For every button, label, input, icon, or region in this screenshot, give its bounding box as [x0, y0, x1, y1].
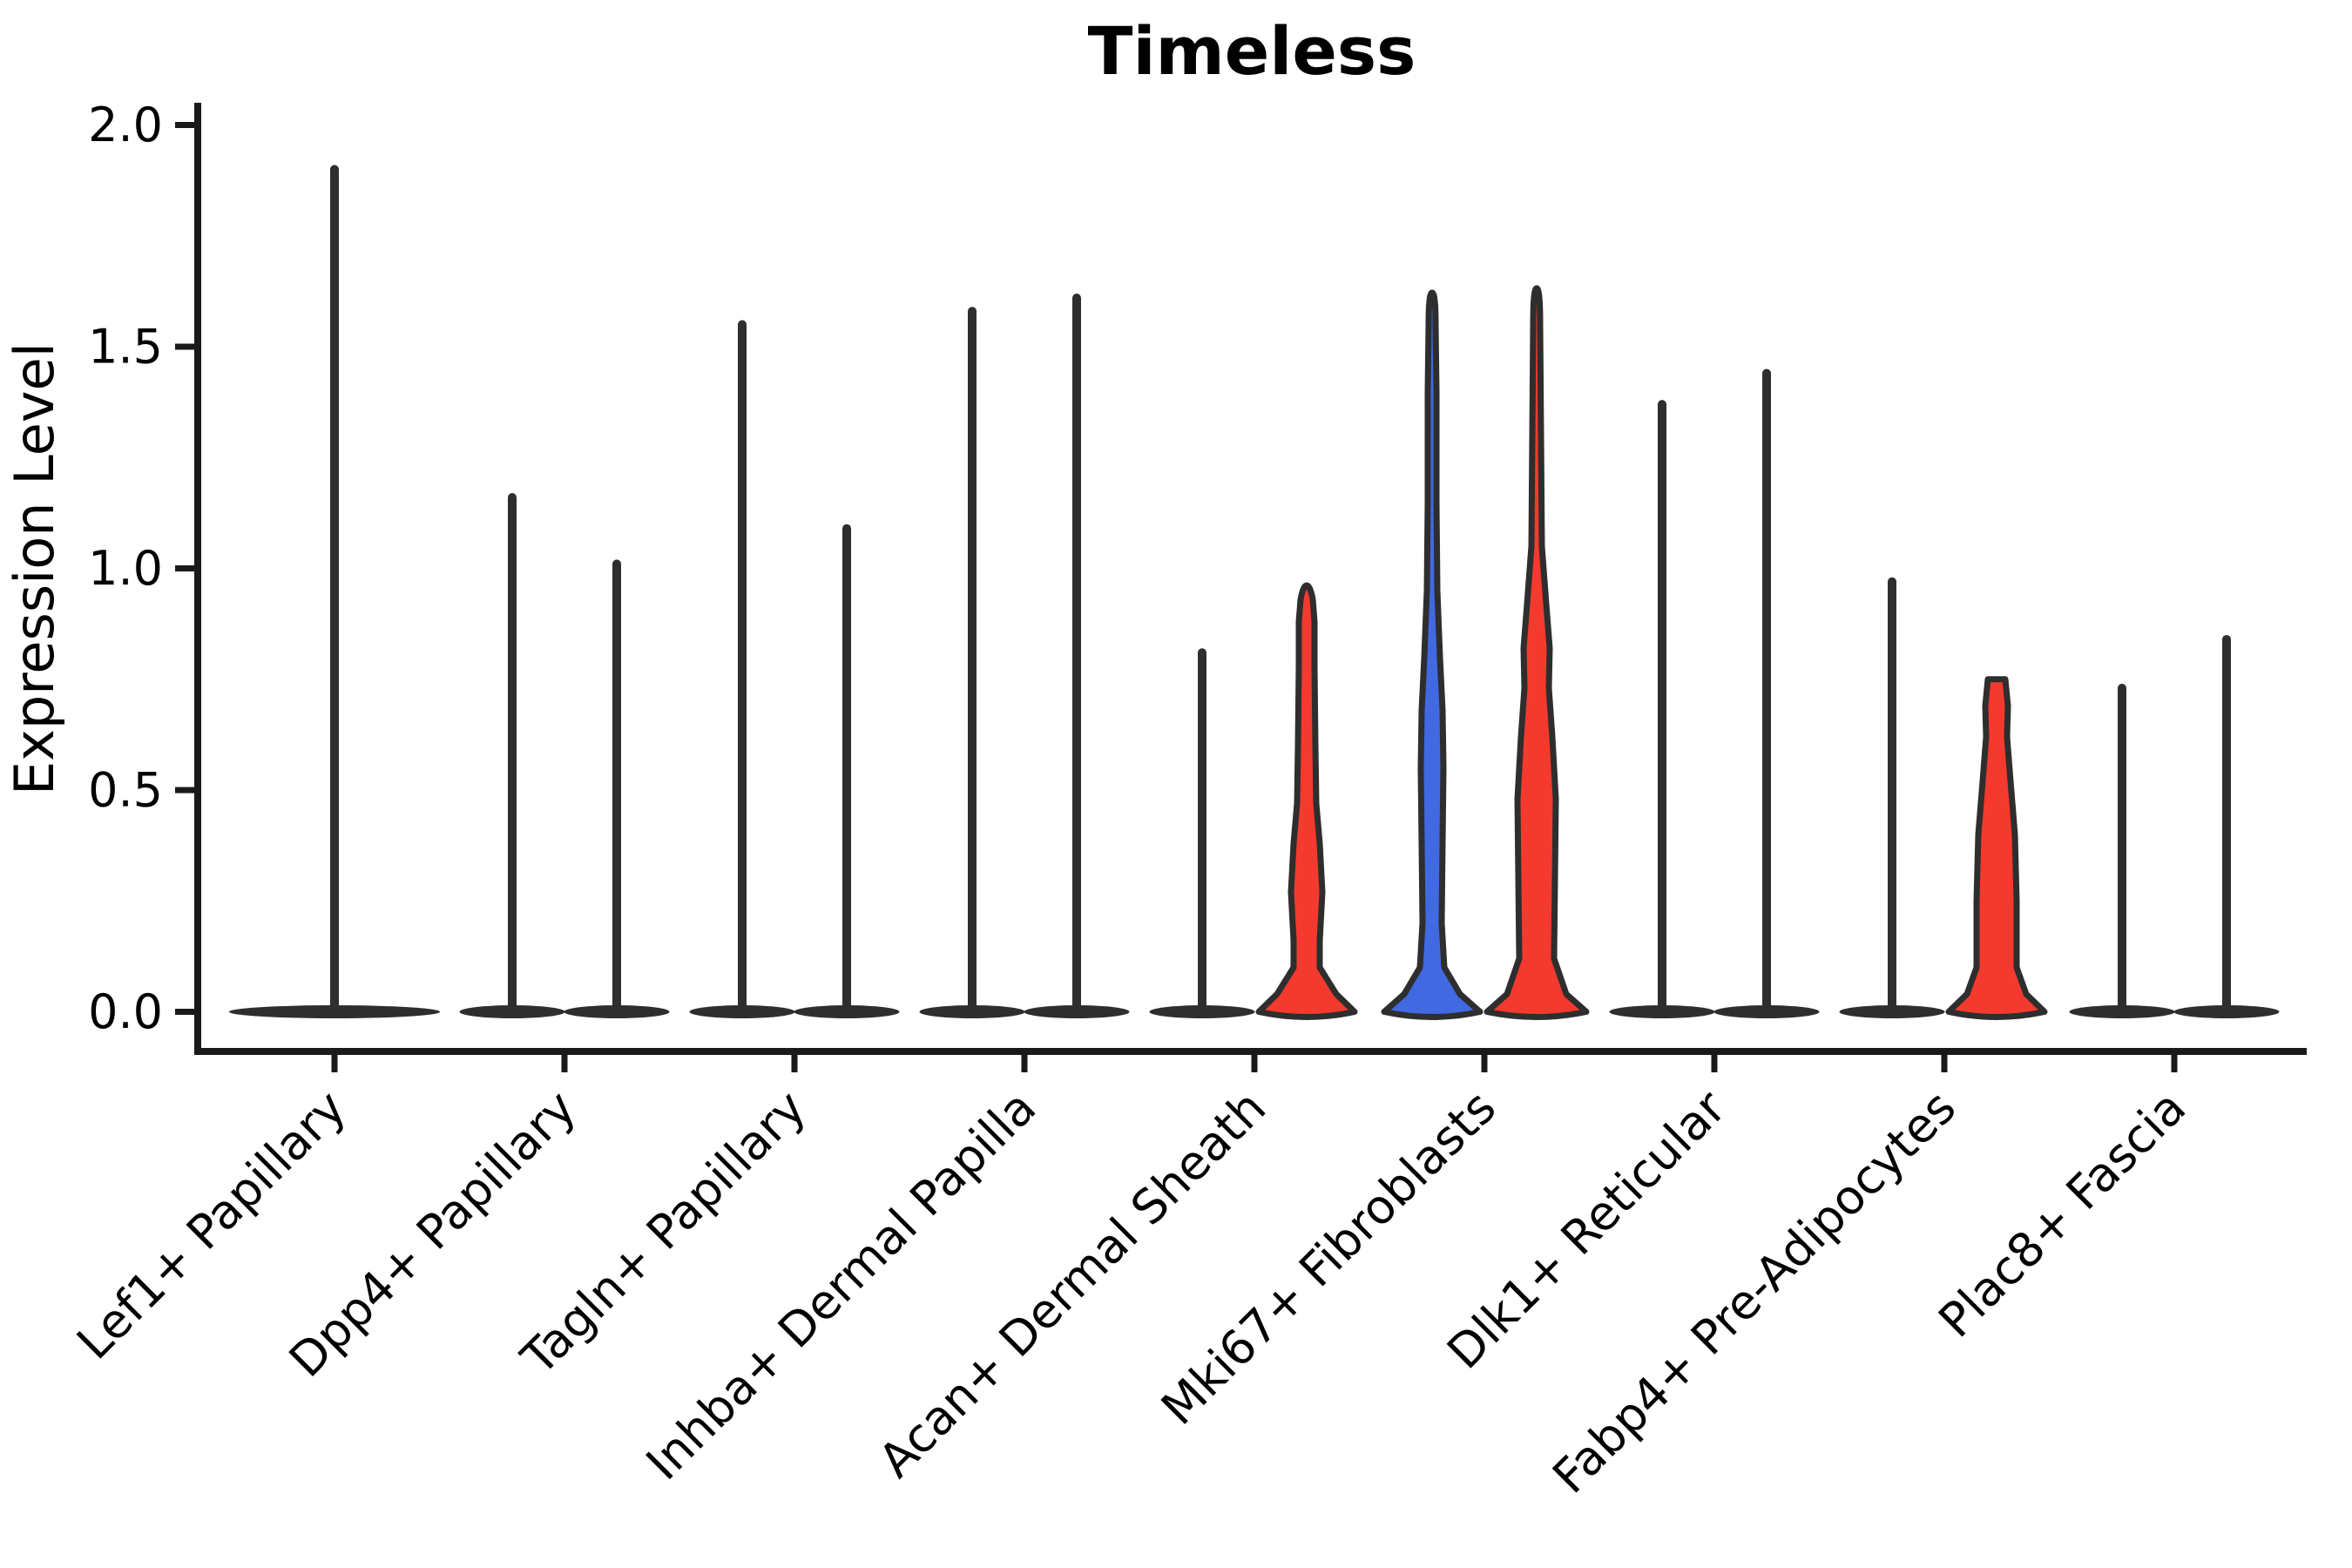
x-tick-mark	[1941, 1051, 1948, 1072]
x-tick-mark	[331, 1051, 338, 1072]
y-axis-label: Expression Level	[3, 342, 66, 795]
x-tick-mark	[1251, 1051, 1258, 1072]
x-axis-spine	[194, 1048, 2307, 1055]
x-tick-label: Fabp4+ Pre-Adipocytes	[1542, 1080, 1966, 1504]
y-tick-mark	[175, 1009, 198, 1015]
y-tick-label: 1.0	[88, 541, 163, 596]
x-tick-mark	[1021, 1051, 1028, 1072]
y-tick-label: 1.5	[88, 320, 163, 375]
violin-body-red-Mki67+ Fibroblasts	[1484, 285, 1590, 1020]
violin-body-red-Fabp4+ Pre-Adipocytes	[1945, 676, 2048, 1020]
y-tick-mark	[175, 565, 198, 571]
y-tick-mark	[175, 343, 198, 350]
x-tick-mark	[2171, 1051, 2178, 1072]
x-tick-mark	[1481, 1051, 1488, 1072]
y-tick-mark	[175, 787, 198, 794]
violin-body-blue-Mki67+ Fibroblasts	[1381, 289, 1484, 1020]
y-axis-spine	[194, 103, 201, 1055]
y-tick-label: 0.0	[88, 984, 163, 1039]
y-tick-label: 2.0	[88, 98, 163, 152]
violin-body-red-Acan+ Dermal Sheath	[1255, 582, 1358, 1020]
x-tick-mark	[1711, 1051, 1718, 1072]
x-tick-label: Plac8+ Fascia	[1928, 1080, 2196, 1348]
y-tick-label: 0.5	[88, 763, 163, 818]
x-tick-mark	[791, 1051, 798, 1072]
y-tick-mark	[175, 122, 198, 128]
chart-title: Timeless	[1087, 12, 1416, 90]
x-tick-mark	[561, 1051, 568, 1072]
x-tick-label: Acan+ Dermal Sheath	[868, 1080, 1276, 1488]
x-tick-label: Inhba+ Dermal Papilla	[636, 1080, 1046, 1490]
